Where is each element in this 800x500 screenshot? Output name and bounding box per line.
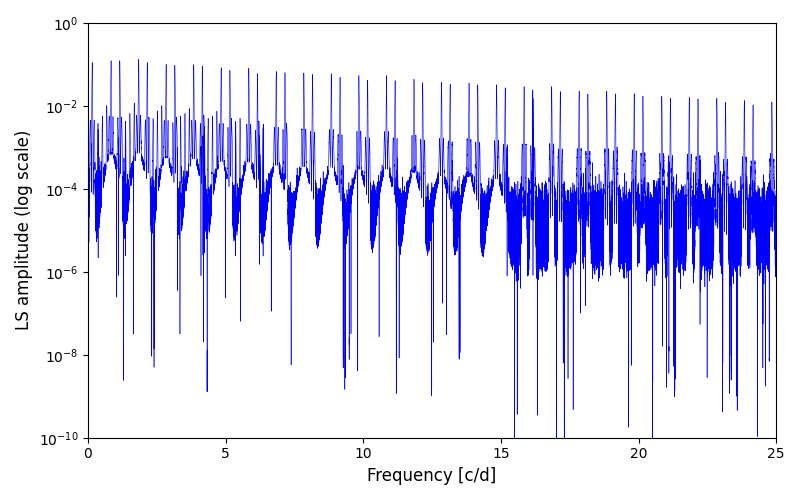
X-axis label: Frequency [c/d]: Frequency [c/d] <box>367 467 497 485</box>
Y-axis label: LS amplitude (log scale): LS amplitude (log scale) <box>15 130 33 330</box>
